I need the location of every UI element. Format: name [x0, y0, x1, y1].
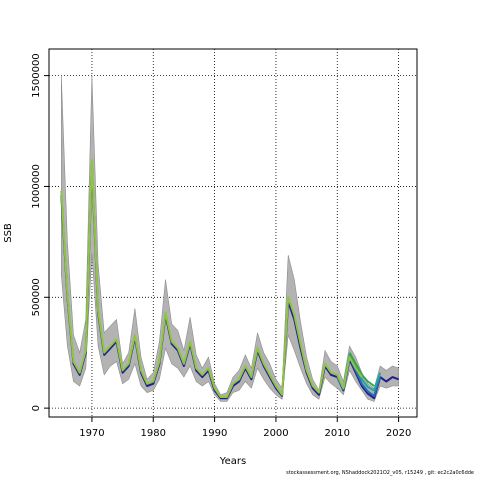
plot-frame	[48, 48, 418, 418]
y-tick-label: 1500000	[31, 53, 42, 98]
y-tick-label: 500000	[31, 278, 42, 316]
x-tick-label: 2020	[386, 428, 411, 439]
confidence-band-area	[61, 75, 399, 402]
grid-lines	[49, 49, 417, 417]
y-axis-label: SSB	[3, 223, 14, 243]
x-tick-label: 1980	[141, 428, 166, 439]
x-tick-label: 2010	[325, 428, 350, 439]
y-tick-label: 0	[31, 405, 42, 411]
footer-credit: stockassessment.org, NShaddock2021O2_v05…	[286, 470, 474, 476]
x-tick-label: 2000	[263, 428, 288, 439]
y-tick-label: 1000000	[31, 164, 42, 209]
x-axis-label: Years	[219, 456, 246, 467]
series-line-4	[348, 352, 375, 387]
x-tick-label: 1990	[202, 428, 227, 439]
series-line-3	[342, 353, 382, 392]
series-lines	[60, 158, 399, 400]
x-tick-label: 1970	[79, 428, 104, 439]
series-line-5	[60, 158, 363, 398]
y-axis-ticks: 0 500000 1000000 1500000	[31, 53, 49, 411]
confidence-band	[61, 75, 399, 402]
x-axis-ticks: 1970 1980 1990 2000 2010 2020	[79, 417, 411, 439]
